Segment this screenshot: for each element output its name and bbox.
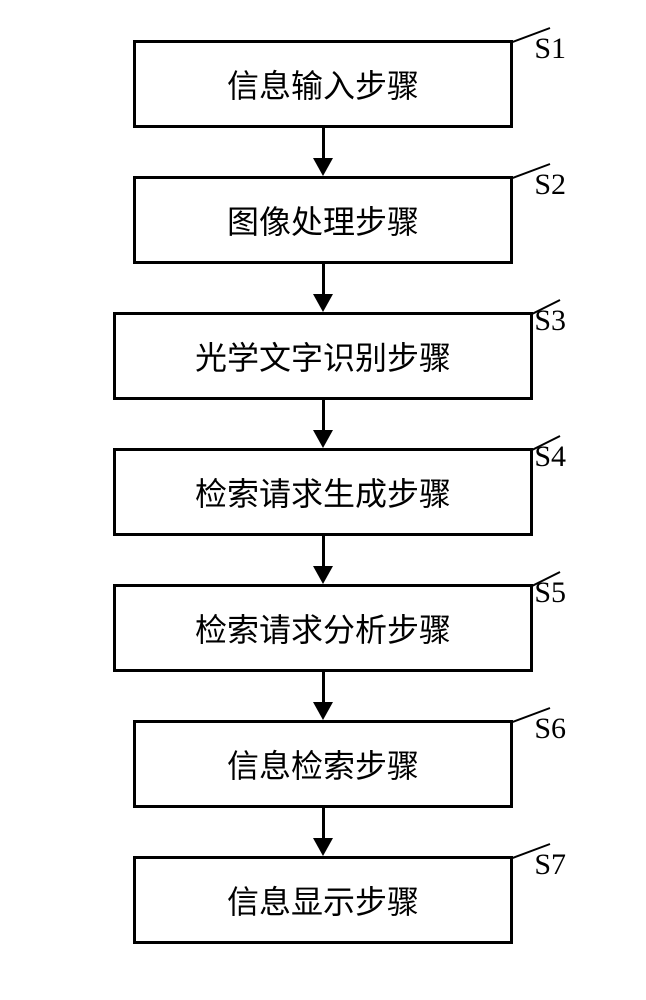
step-label-7: S7 [534,848,566,882]
arrow-head-5 [313,702,333,720]
step-box-5: 检索请求分析步骤 [113,584,533,672]
step-label-2: S2 [534,168,566,202]
step-row-5: 检索请求分析步骤 S5 [50,584,596,672]
arrow-line-2 [322,264,325,296]
step-label-6: S6 [534,712,566,746]
arrow-line-1 [322,128,325,160]
step-box-7: 信息显示步骤 [133,856,513,944]
step-text-4: 检索请求生成步骤 [195,476,451,512]
arrow-head-6 [313,838,333,856]
arrow-line-6 [322,808,325,840]
step-row-7: 信息显示步骤 S7 [50,856,596,944]
arrow-head-3 [313,430,333,448]
step-text-6: 信息检索步骤 [227,748,419,784]
step-text-7: 信息显示步骤 [227,884,419,920]
step-box-6: 信息检索步骤 [133,720,513,808]
step-label-3: S3 [534,304,566,338]
step-row-6: 信息检索步骤 S6 [50,720,596,808]
step-row-4: 检索请求生成步骤 S4 [50,448,596,536]
step-label-4: S4 [534,440,566,474]
step-box-2: 图像处理步骤 [133,176,513,264]
step-text-1: 信息输入步骤 [227,68,419,104]
step-text-3: 光学文字识别步骤 [195,340,451,376]
step-label-5: S5 [534,576,566,610]
step-box-4: 检索请求生成步骤 [113,448,533,536]
arrow-4 [50,536,596,584]
step-box-3: 光学文字识别步骤 [113,312,533,400]
arrow-line-4 [322,536,325,568]
step-row-1: 信息输入步骤 S1 [50,40,596,128]
arrow-3 [50,400,596,448]
arrow-head-4 [313,566,333,584]
step-label-1: S1 [534,32,566,66]
flowchart-container: 信息输入步骤 S1 图像处理步骤 S2 光学文字识别步骤 [50,40,596,944]
arrow-line-3 [322,400,325,432]
step-row-2: 图像处理步骤 S2 [50,176,596,264]
arrow-head-2 [313,294,333,312]
step-text-5: 检索请求分析步骤 [195,612,451,648]
arrow-line-5 [322,672,325,704]
step-row-3: 光学文字识别步骤 S3 [50,312,596,400]
arrow-2 [50,264,596,312]
step-text-2: 图像处理步骤 [227,204,419,240]
arrow-head-1 [313,158,333,176]
step-box-1: 信息输入步骤 [133,40,513,128]
